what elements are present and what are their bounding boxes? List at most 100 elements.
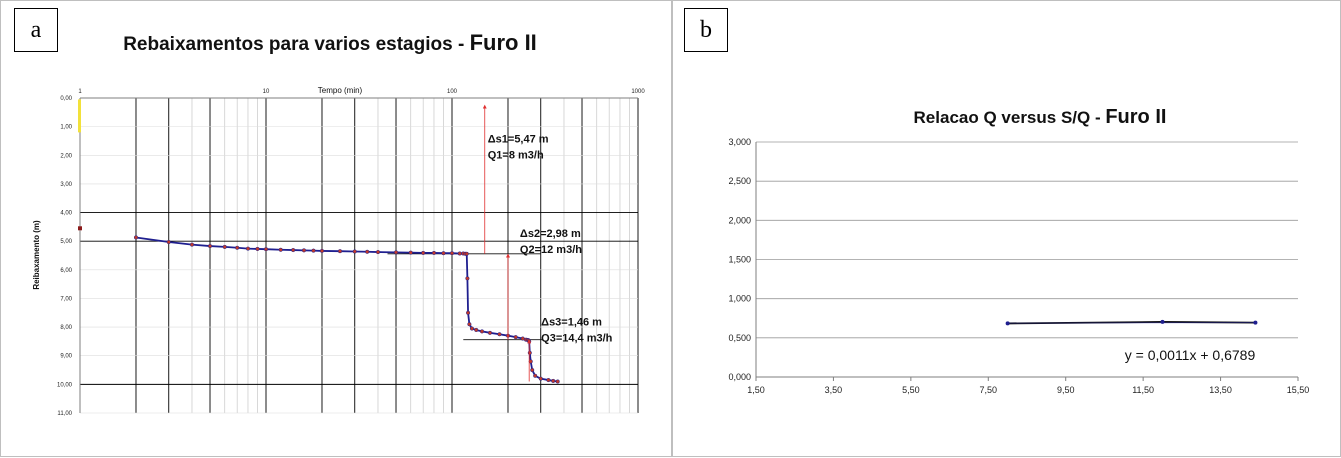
y-tick-label: 5,00 [60,239,72,245]
data-point [255,246,260,251]
data-point [555,379,560,384]
data-point [235,245,240,250]
y-tick-label: 3,00 [60,182,72,188]
x-tick-label: 9,50 [1057,385,1075,395]
y-tick-label: 2,500 [728,176,751,186]
data-point [207,244,213,249]
data-point [311,248,316,253]
chart-b-title-main: Relacao Q versus S/Q - [914,108,1106,127]
data-point [466,310,471,315]
annotation-label: Δs1=5,47 m [488,133,549,145]
chart-a-xlabel: Tempo (min) [318,86,363,95]
x-tick-label: 1000 [631,89,645,95]
x-tick-label: 5,50 [902,385,920,395]
data-point [533,373,538,378]
data-point [479,329,485,334]
data-point [408,250,413,255]
data-point [189,242,195,247]
y-tick-label: 10,00 [57,382,73,388]
chart-b-equation: y = 0,0011x + 0,6789 [1125,347,1256,363]
x-tick-label: 1,50 [747,385,765,395]
y-tick-label: 0,00 [60,96,72,102]
x-tick-label: 13,50 [1209,385,1232,395]
data-point [166,239,171,245]
panel-label-b: b [684,8,728,52]
data-point [301,248,307,253]
chart-b-title-suffix: Furo II [1105,106,1166,128]
data-point [465,276,470,281]
x-tick-label: 15,50 [1287,385,1310,395]
data-point [474,327,479,333]
annotation-label: Q1=8 m3/h [488,149,544,161]
data-point [222,244,227,249]
data-point [1253,320,1258,325]
chart-b-series [1005,319,1258,326]
y-tick-label: 1,500 [728,255,751,265]
annotation-label: Δs3=1,46 m [541,317,602,329]
y-tick-label: 0,500 [728,333,751,343]
x-tick-label: 3,50 [825,385,843,395]
data-point [513,335,518,340]
y-tick-label: 3,000 [728,137,751,147]
chart-a-title: Rebaixamentos para varios estagios - Fur… [123,30,537,55]
data-point [467,322,472,327]
data-point [546,378,551,383]
trendline [1007,322,1256,324]
data-point [551,378,556,383]
data-point [497,332,502,337]
data-point [431,250,437,255]
y-tick-label: 1,00 [60,125,72,131]
chart-a-ylabel: Reibaxamento (m) [32,220,41,290]
data-point [133,235,139,240]
y-tick-label: 4,00 [60,211,72,217]
data-point [393,250,399,255]
data-point [464,251,469,256]
annotation-label: Δs2=2,98 m [520,228,581,240]
y-tick-label: 9,00 [60,354,72,360]
x-tick-label: 100 [447,89,458,95]
data-point [352,249,357,254]
chart-a-annotations: Δs1=5,47 m Q1=8 m3/h Δs2=2,98 m Q2=12 m3/h Δ… [482,104,613,382]
y-tick-label: 8,00 [60,325,72,331]
chart-a-title-suffix: Furo II [470,30,537,55]
data-point [365,249,370,254]
x-tick-label: 10 [263,89,270,95]
chart-b-ticks: 0,000 0,500 1,000 1,500 2,000 2,500 3,000 1,50 3… [728,137,1309,395]
y-tick-label: 0,000 [728,372,751,382]
axis-highlight [78,99,81,133]
data-point [291,248,296,253]
data-point [1005,321,1010,326]
chart-drawdown: Rebaixamentos para varios estagios - Fur… [32,30,645,417]
chart-a-ticks: 1 10 100 1000 0,00 1,00 2,00 3,00 4,00 5,00 6,00 7,… [57,89,645,417]
x-tick-label: 11,50 [1132,385,1154,395]
data-point [530,367,535,373]
x-tick-label: 1 [78,89,82,95]
chart-a-grid [79,97,639,414]
data-point [538,376,543,381]
annotation-label: Q2=12 m3/h [520,244,582,256]
chart-b-title: Relacao Q versus S/Q - Furo II [914,106,1167,128]
panel-a [0,0,672,457]
data-point [278,247,283,252]
data-point [487,330,493,335]
y-tick-label: 2,00 [60,153,72,159]
y-tick-label: 11,00 [57,411,72,417]
y-tick-label: 1,000 [728,294,751,304]
chart-a-title-main: Rebaixamentos para varios estagios - [123,34,469,55]
y-tick-label: 7,00 [60,296,72,302]
data-point [337,249,343,254]
panel-label-a: a [14,8,58,52]
data-point [441,251,446,256]
data-point [1160,319,1165,324]
y-tick-label: 2,000 [728,215,751,225]
annotation-label: Q3=14,4 m3/h [541,333,613,345]
data-point [319,248,325,253]
chart-b-grid [755,141,1299,381]
x-tick-label: 7,50 [980,385,998,395]
data-point [421,250,426,255]
data-point [263,247,269,252]
data-point [375,250,381,255]
data-point [449,251,455,256]
data-point-outlier [78,226,82,231]
